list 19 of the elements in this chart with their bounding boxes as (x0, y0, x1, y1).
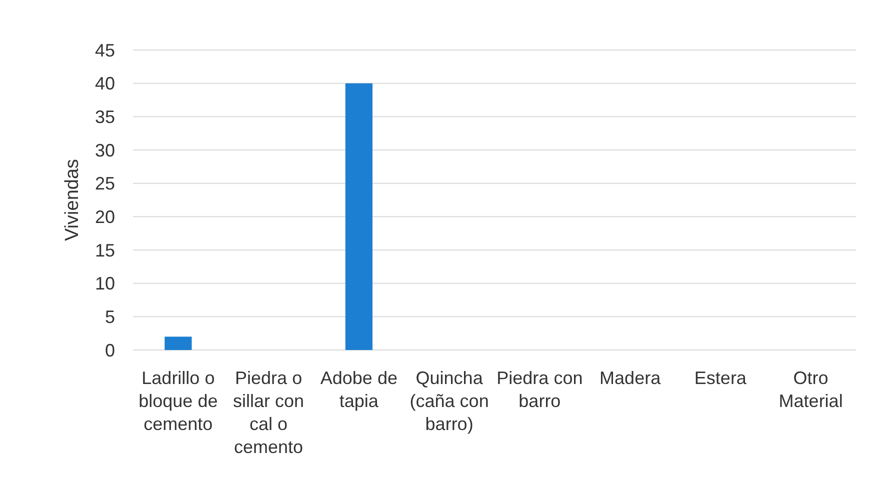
y-tick-label: 30 (94, 140, 115, 160)
y-tick-label: 15 (94, 240, 115, 260)
y-tick-label: 5 (104, 306, 115, 327)
x-tick-label: Adobe de tapia (320, 368, 398, 411)
y-tick-label: 20 (94, 206, 115, 227)
x-tick-label: Madera (600, 368, 662, 388)
y-tick-label: 40 (94, 74, 115, 94)
x-tick-label: Piedra con barro (496, 368, 583, 411)
y-tick-label: 45 (94, 40, 115, 60)
y-axis-title: Viviendas (62, 158, 83, 242)
x-tick-label: Quincha (caña con barro) (410, 368, 489, 434)
x-tick-label: Piedra o sillar con cal o cemento (233, 368, 304, 457)
y-tick-label: 0 (104, 340, 115, 360)
y-tick-label: 35 (94, 106, 115, 127)
x-tick-label: Ladrillo o bloque de cemento (138, 368, 218, 434)
x-tick-label: Otro Material (778, 368, 843, 411)
x-tick-label: Estera (694, 368, 748, 388)
y-tick-label: 25 (94, 174, 115, 194)
y-tick-label: 10 (94, 274, 115, 294)
